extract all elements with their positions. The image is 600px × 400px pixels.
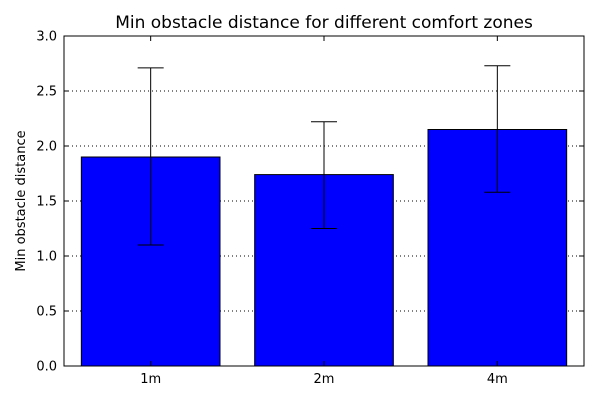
y-axis-label: Min obstacle distance bbox=[14, 130, 29, 271]
x-tick-label: 1m bbox=[140, 372, 161, 387]
bars bbox=[80, 129, 568, 367]
bar-1m bbox=[80, 156, 221, 367]
y-tick-label: 3.0 bbox=[36, 30, 57, 45]
y-tick-label: 2.5 bbox=[36, 85, 57, 100]
y-tick-label: 0.5 bbox=[36, 305, 57, 320]
y-tick-label: 0.0 bbox=[36, 360, 57, 375]
chart-title: Min obstacle distance for different comf… bbox=[115, 13, 533, 33]
error-bars bbox=[137, 65, 511, 246]
x-tick-label: 4m bbox=[487, 372, 508, 387]
ticks: 0.0 0.5 1.0 1.5 2.0 2.5 3.0 1m 2m 4m bbox=[36, 30, 584, 387]
y-tick-label: 1.5 bbox=[36, 195, 57, 210]
plot-frame bbox=[63, 35, 585, 367]
y-tick-label: 2.0 bbox=[36, 140, 57, 155]
y-tick-label: 1.0 bbox=[36, 250, 57, 265]
x-tick-label: 2m bbox=[314, 372, 335, 387]
